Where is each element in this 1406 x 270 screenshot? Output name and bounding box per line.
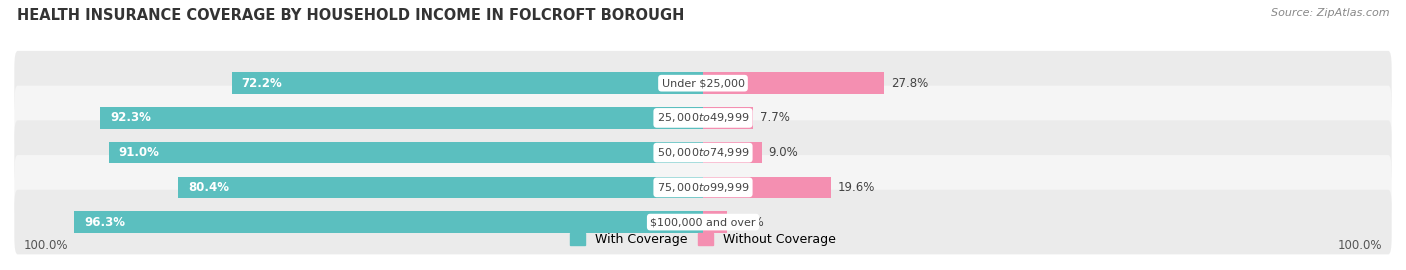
Bar	[179, 177, 703, 198]
Text: 19.6%: 19.6%	[838, 181, 875, 194]
Text: 27.8%: 27.8%	[891, 77, 928, 90]
FancyBboxPatch shape	[14, 190, 1392, 254]
Text: HEALTH INSURANCE COVERAGE BY HOUSEHOLD INCOME IN FOLCROFT BOROUGH: HEALTH INSURANCE COVERAGE BY HOUSEHOLD I…	[17, 8, 685, 23]
Text: 96.3%: 96.3%	[84, 215, 125, 229]
Text: 100.0%: 100.0%	[24, 239, 69, 252]
Legend: With Coverage, Without Coverage: With Coverage, Without Coverage	[565, 228, 841, 251]
Text: 3.7%: 3.7%	[734, 215, 763, 229]
Bar	[703, 211, 727, 233]
Bar	[100, 107, 703, 129]
FancyBboxPatch shape	[14, 86, 1392, 150]
Bar	[703, 72, 884, 94]
FancyBboxPatch shape	[14, 120, 1392, 185]
Text: Source: ZipAtlas.com: Source: ZipAtlas.com	[1271, 8, 1389, 18]
Bar	[703, 107, 754, 129]
FancyBboxPatch shape	[14, 51, 1392, 116]
Bar	[110, 142, 703, 163]
Text: 7.7%: 7.7%	[759, 112, 790, 124]
Bar	[75, 211, 703, 233]
Text: $75,000 to $99,999: $75,000 to $99,999	[657, 181, 749, 194]
Bar	[703, 142, 762, 163]
Text: 9.0%: 9.0%	[768, 146, 799, 159]
Text: $100,000 and over: $100,000 and over	[650, 217, 756, 227]
FancyBboxPatch shape	[14, 155, 1392, 220]
Text: 72.2%: 72.2%	[242, 77, 283, 90]
Text: 100.0%: 100.0%	[1337, 239, 1382, 252]
Text: Under $25,000: Under $25,000	[661, 78, 745, 88]
Text: 80.4%: 80.4%	[188, 181, 229, 194]
Bar	[232, 72, 703, 94]
Text: 92.3%: 92.3%	[110, 112, 152, 124]
Text: 91.0%: 91.0%	[118, 146, 160, 159]
Bar	[703, 177, 831, 198]
Text: $25,000 to $49,999: $25,000 to $49,999	[657, 112, 749, 124]
Text: $50,000 to $74,999: $50,000 to $74,999	[657, 146, 749, 159]
